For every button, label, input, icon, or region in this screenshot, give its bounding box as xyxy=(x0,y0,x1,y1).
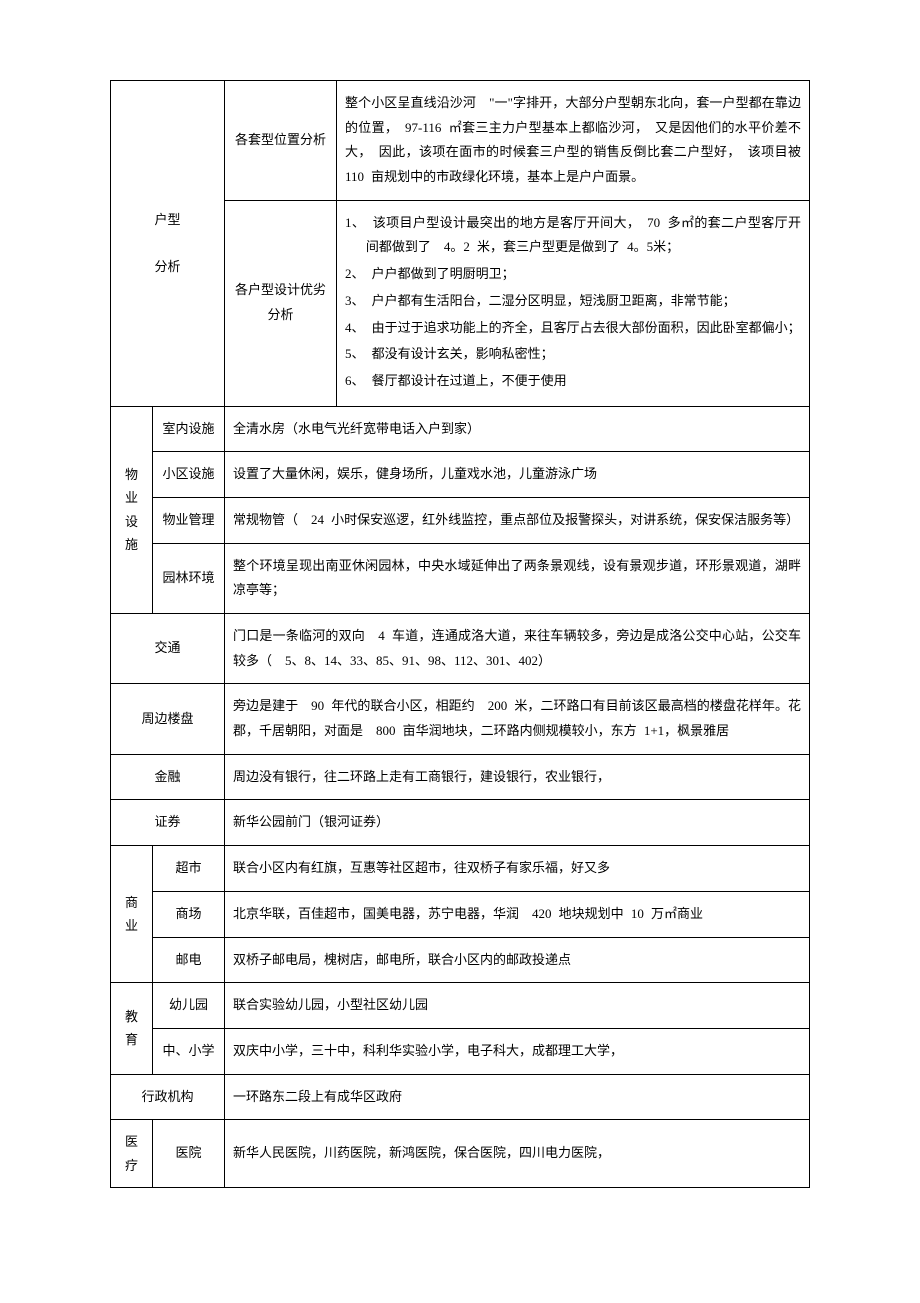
property-info-table: 户型 分析 各套型位置分析 整个小区呈直线沿沙河 "一"字排开，大部分户型朝东北… xyxy=(110,80,810,1188)
table-row: 商场 北京华联，百佳超市，国美电器，苏宁电器，华润 420 地块规划中 10 万… xyxy=(111,891,810,937)
table-row: 教育 幼儿园 联合实验幼儿园，小型社区幼儿园 xyxy=(111,983,810,1029)
content-management: 常规物管（ 24 小时保安巡逻，红外线监控，重点部位及报警探头，对讲系统，保安保… xyxy=(225,497,810,543)
content-garden: 整个环境呈现出南亚休闲园林，中央水域延伸出了两条景观线，设有景观步道，环形景观道… xyxy=(225,543,810,613)
table-row: 交通 门口是一条临河的双向 4 车道，连通成洛大道，来往车辆较多，旁边是成洛公交… xyxy=(111,614,810,684)
list-item: 2、 户户都做到了明厨明卫； xyxy=(345,262,801,287)
content-schools: 双庆中小学，三十中，科利华实验小学，电子科大，成都理工大学， xyxy=(225,1028,810,1074)
label-community: 小区设施 xyxy=(153,452,225,498)
list-item: 5、 都没有设计玄关，影响私密性； xyxy=(345,342,801,367)
table-row: 中、小学 双庆中小学，三十中，科利华实验小学，电子科大，成都理工大学， xyxy=(111,1028,810,1074)
label-traffic: 交通 xyxy=(111,614,225,684)
cat-education: 教育 xyxy=(111,983,153,1074)
list-item: 3、 户户都有生活阳台，二湿分区明显，短浅厨卫距离，非常节能； xyxy=(345,289,801,314)
table-row: 医疗 医院 新华人民医院，川药医院，新鸿医院，保合医院，四川电力医院， xyxy=(111,1120,810,1188)
table-row: 行政机构 一环路东二段上有成华区政府 xyxy=(111,1074,810,1120)
content-supermarket: 联合小区内有红旗，互惠等社区超市，往双桥子有家乐福，好又多 xyxy=(225,846,810,892)
label-indoor: 室内设施 xyxy=(153,406,225,452)
content-traffic: 门口是一条临河的双向 4 车道，连通成洛大道，来往车辆较多，旁边是成洛公交中心站… xyxy=(225,614,810,684)
cat-medical: 医疗 xyxy=(111,1120,153,1188)
label-kindergarten: 幼儿园 xyxy=(153,983,225,1029)
table-row: 金融 周边没有银行，往二环路上走有工商银行，建设银行，农业银行， xyxy=(111,754,810,800)
content-kindergarten: 联合实验幼儿园，小型社区幼儿园 xyxy=(225,983,810,1029)
content-indoor: 全清水房（水电气光纤宽带电话入户到家） xyxy=(225,406,810,452)
label-supermarket: 超市 xyxy=(153,846,225,892)
cat-commerce: 商业 xyxy=(111,846,153,983)
content-admin: 一环路东二段上有成华区政府 xyxy=(225,1074,810,1120)
label-garden: 园林环境 xyxy=(153,543,225,613)
table-row: 邮电 双桥子邮电局，槐树店，邮电所，联合小区内的邮政投递点 xyxy=(111,937,810,983)
table-row: 小区设施 设置了大量休闲，娱乐，健身场所，儿童戏水池，儿童游泳广场 xyxy=(111,452,810,498)
table-row: 户型 分析 各套型位置分析 整个小区呈直线沿沙河 "一"字排开，大部分户型朝东北… xyxy=(111,81,810,201)
content-finance: 周边没有银行，往二环路上走有工商银行，建设银行，农业银行， xyxy=(225,754,810,800)
label-management: 物业管理 xyxy=(153,497,225,543)
label-schools: 中、小学 xyxy=(153,1028,225,1074)
cat-huxing: 户型 分析 xyxy=(111,81,225,407)
table-row: 证券 新华公园前门（银河证券） xyxy=(111,800,810,846)
label-securities: 证券 xyxy=(111,800,225,846)
table-row: 商业 超市 联合小区内有红旗，互惠等社区超市，往双桥子有家乐福，好又多 xyxy=(111,846,810,892)
label-post: 邮电 xyxy=(153,937,225,983)
table-row: 物业管理 常规物管（ 24 小时保安巡逻，红外线监控，重点部位及报警探头，对讲系… xyxy=(111,497,810,543)
content-post: 双桥子邮电局，槐树店，邮电所，联合小区内的邮政投递点 xyxy=(225,937,810,983)
list-item: 1、 该项目户型设计最突出的地方是客厅开间大， 70 多㎡的套二户型客厅开间都做… xyxy=(345,211,801,260)
list-item: 6、 餐厅都设计在过道上，不便于使用 xyxy=(345,369,801,394)
content-hospital: 新华人民医院，川药医院，新鸿医院，保合医院，四川电力医院， xyxy=(225,1120,810,1188)
table-row: 园林环境 整个环境呈现出南亚休闲园林，中央水域延伸出了两条景观线，设有景观步道，… xyxy=(111,543,810,613)
label-hospital: 医院 xyxy=(153,1120,225,1188)
table-row: 物业设施 室内设施 全清水房（水电气光纤宽带电话入户到家） xyxy=(111,406,810,452)
content-securities: 新华公园前门（银河证券） xyxy=(225,800,810,846)
label-admin: 行政机构 xyxy=(111,1074,225,1120)
list-item: 4、 由于过于追求功能上的齐全，且客厅占去很大部份面积，因此卧室都偏小； xyxy=(345,316,801,341)
label-design-analysis: 各户型设计优劣分析 xyxy=(225,200,337,406)
cat-wuye: 物业设施 xyxy=(111,406,153,613)
content-nearby: 旁边是建于 90 年代的联合小区，相距约 200 米，二环路口有目前该区最高档的… xyxy=(225,684,810,754)
content-design-analysis: 1、 该项目户型设计最突出的地方是客厅开间大， 70 多㎡的套二户型客厅开间都做… xyxy=(337,200,810,406)
content-mall: 北京华联，百佳超市，国美电器，苏宁电器，华润 420 地块规划中 10 万㎡商业 xyxy=(225,891,810,937)
content-position-analysis: 整个小区呈直线沿沙河 "一"字排开，大部分户型朝东北向，套一户型都在靠边的位置，… xyxy=(337,81,810,201)
label-position-analysis: 各套型位置分析 xyxy=(225,81,337,201)
label-finance: 金融 xyxy=(111,754,225,800)
table-row: 周边楼盘 旁边是建于 90 年代的联合小区，相距约 200 米，二环路口有目前该… xyxy=(111,684,810,754)
label-mall: 商场 xyxy=(153,891,225,937)
content-community: 设置了大量休闲，娱乐，健身场所，儿童戏水池，儿童游泳广场 xyxy=(225,452,810,498)
label-nearby: 周边楼盘 xyxy=(111,684,225,754)
